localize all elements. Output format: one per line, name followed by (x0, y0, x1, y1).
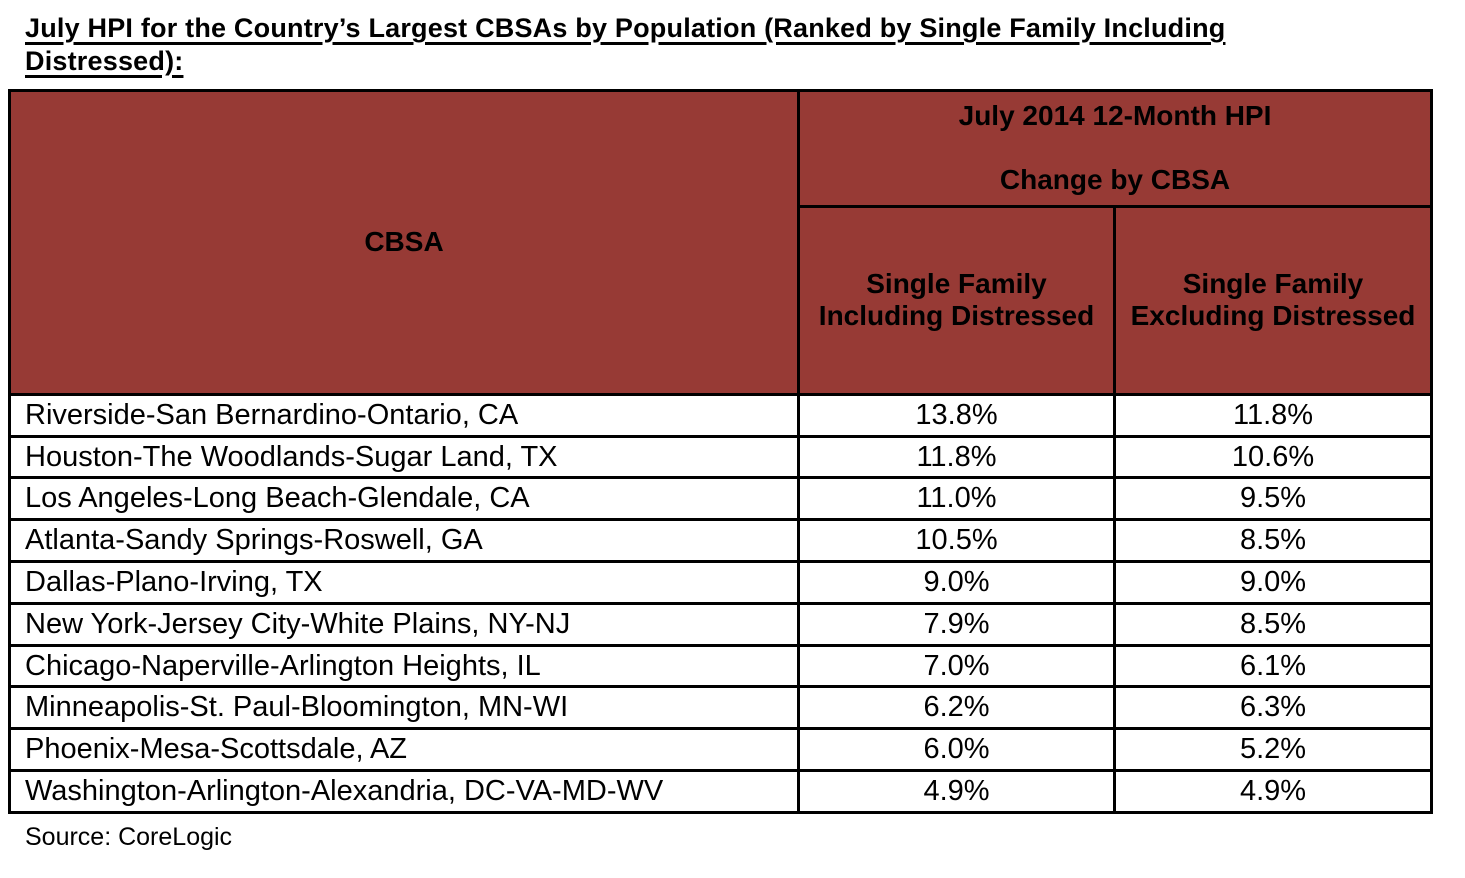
table-row: Houston-The Woodlands-Sugar Land, TX 11.… (8, 434, 1434, 480)
including-cell: 11.0% (797, 476, 1116, 522)
column-header-including-distressed: Single Family Including Distressed (797, 204, 1116, 396)
table-row: Atlanta-Sandy Springs-Roswell, GA 10.5% … (8, 518, 1434, 564)
cbsa-cell: Riverside-San Bernardino-Ontario, CA (8, 392, 800, 438)
cbsa-cell: Atlanta-Sandy Springs-Roswell, GA (8, 518, 800, 564)
cbsa-cell: Washington-Arlington-Alexandria, DC-VA-M… (8, 769, 800, 814)
cbsa-cell: Minneapolis-St. Paul-Bloomington, MN-WI (8, 685, 800, 731)
table-row: Chicago-Naperville-Arlington Heights, IL… (8, 643, 1434, 689)
source-note: Source: CoreLogic (25, 822, 233, 851)
page-title: July HPI for the Country’s Largest CBSAs… (25, 13, 1226, 76)
including-cell: 7.9% (797, 601, 1116, 647)
table-row: Minneapolis-St. Paul-Bloomington, MN-WI … (8, 685, 1434, 731)
hpi-table: CBSA July 2014 12-Month HPI Change by CB… (8, 88, 1434, 814)
table-row: Riverside-San Bernardino-Ontario, CA 13.… (8, 392, 1434, 438)
excluding-cell: 6.3% (1112, 685, 1434, 731)
including-cell: 6.2% (797, 685, 1116, 731)
table-row: Dallas-Plano-Irving, TX 9.0% 9.0% (8, 560, 1434, 605)
excluding-cell: 10.6% (1112, 434, 1434, 480)
cbsa-cell: Dallas-Plano-Irving, TX (8, 560, 800, 605)
table-row: Washington-Arlington-Alexandria, DC-VA-M… (8, 769, 1434, 814)
cbsa-cell: Phoenix-Mesa-Scottsdale, AZ (8, 727, 800, 773)
including-cell: 11.8% (797, 434, 1116, 480)
column-header-cbsa: CBSA (8, 88, 800, 396)
column-header-excluding-distressed: Single Family Excluding Distressed (1112, 204, 1434, 396)
table-row: Los Angeles-Long Beach-Glendale, CA 11.0… (8, 476, 1434, 522)
excluding-cell: 4.9% (1112, 769, 1434, 814)
excluding-cell: 8.5% (1112, 601, 1434, 647)
including-cell: 4.9% (797, 769, 1116, 814)
excluding-cell: 6.1% (1112, 643, 1434, 689)
including-cell: 6.0% (797, 727, 1116, 773)
header-row-group: CBSA July 2014 12-Month HPI Change by CB… (8, 88, 1434, 396)
including-cell: 7.0% (797, 643, 1116, 689)
table-row: Phoenix-Mesa-Scottsdale, AZ 6.0% 5.2% (8, 727, 1434, 773)
excluding-cell: 11.8% (1112, 392, 1434, 438)
excluding-cell: 9.0% (1112, 560, 1434, 605)
table-row: New York-Jersey City-White Plains, NY-NJ… (8, 601, 1434, 647)
excluding-cell: 9.5% (1112, 476, 1434, 522)
excluding-cell: 5.2% (1112, 727, 1434, 773)
cbsa-cell: New York-Jersey City-White Plains, NY-NJ (8, 601, 800, 647)
including-cell: 13.8% (797, 392, 1116, 438)
including-cell: 9.0% (797, 560, 1116, 605)
cbsa-cell: Houston-The Woodlands-Sugar Land, TX (8, 434, 800, 480)
page: July HPI for the Country’s Largest CBSAs… (0, 12, 1465, 878)
column-header-hpi-group: July 2014 12-Month HPI Change by CBSA (796, 88, 1434, 208)
cbsa-cell: Chicago-Naperville-Arlington Heights, IL (8, 643, 800, 689)
header-row-sub: Single Family Including Distressed Singl… (10, 204, 1434, 396)
including-cell: 10.5% (797, 518, 1116, 564)
cbsa-cell: Los Angeles-Long Beach-Glendale, CA (8, 476, 800, 522)
excluding-cell: 8.5% (1112, 518, 1434, 564)
